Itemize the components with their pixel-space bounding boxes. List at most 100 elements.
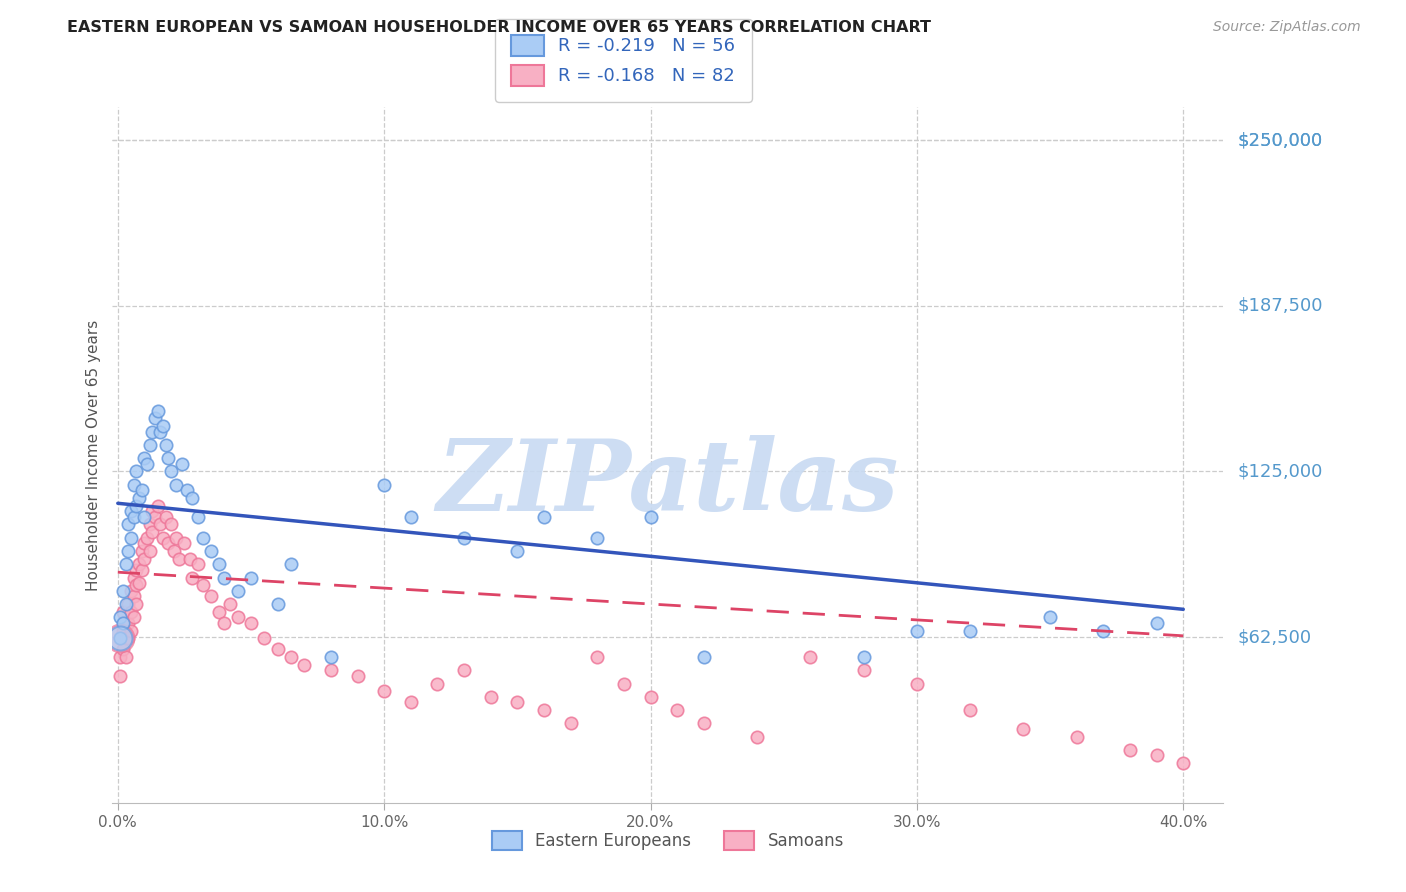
Point — [506, 695, 529, 709]
Text: $125,000: $125,000 — [1237, 462, 1323, 481]
Point — [112, 605, 135, 619]
Point — [959, 703, 981, 717]
Point — [214, 570, 236, 584]
Point — [122, 589, 145, 603]
Point — [149, 517, 172, 532]
Point — [157, 536, 180, 550]
Point — [110, 632, 132, 646]
Point — [533, 509, 555, 524]
Point — [181, 570, 204, 584]
Point — [112, 642, 135, 657]
Point — [479, 690, 502, 704]
Point — [187, 509, 209, 524]
Point — [128, 491, 150, 505]
Point — [165, 477, 187, 491]
Point — [125, 465, 148, 479]
Point — [399, 695, 422, 709]
Point — [110, 650, 132, 665]
Point — [117, 517, 139, 532]
Point — [120, 504, 142, 518]
Point — [226, 583, 249, 598]
Text: Source: ZipAtlas.com: Source: ZipAtlas.com — [1213, 20, 1361, 34]
Point — [136, 531, 159, 545]
Point — [139, 438, 162, 452]
Point — [120, 605, 142, 619]
Point — [110, 668, 132, 682]
Point — [131, 563, 153, 577]
Text: $250,000: $250,000 — [1237, 131, 1323, 149]
Point — [125, 597, 148, 611]
Point — [134, 552, 156, 566]
Point — [214, 615, 236, 630]
Point — [112, 624, 135, 638]
Point — [143, 411, 166, 425]
Point — [852, 650, 875, 665]
Y-axis label: Householder Income Over 65 years: Householder Income Over 65 years — [86, 319, 101, 591]
Point — [253, 632, 276, 646]
Point — [131, 483, 153, 497]
Point — [179, 552, 201, 566]
Point — [170, 457, 193, 471]
Point — [120, 583, 142, 598]
Point — [114, 558, 136, 572]
Point — [1119, 743, 1142, 757]
Point — [191, 531, 214, 545]
Point — [125, 499, 148, 513]
Point — [114, 632, 136, 646]
Point — [200, 544, 222, 558]
Point — [155, 438, 177, 452]
Point — [125, 563, 148, 577]
Point — [187, 558, 209, 572]
Point — [1092, 624, 1115, 638]
Point — [157, 451, 180, 466]
Point — [319, 650, 342, 665]
Text: $62,500: $62,500 — [1237, 628, 1312, 646]
Point — [373, 477, 395, 491]
Point — [114, 597, 136, 611]
Point — [117, 615, 139, 630]
Point — [181, 491, 204, 505]
Point — [799, 650, 821, 665]
Point — [640, 509, 662, 524]
Point — [266, 642, 288, 657]
Point — [134, 509, 156, 524]
Point — [141, 504, 163, 518]
Text: $187,500: $187,500 — [1237, 297, 1323, 315]
Point — [240, 615, 263, 630]
Point — [167, 552, 190, 566]
Point — [152, 419, 174, 434]
Point — [453, 531, 475, 545]
Point — [453, 663, 475, 677]
Point — [122, 477, 145, 491]
Point — [218, 597, 240, 611]
Point — [560, 716, 582, 731]
Point — [1146, 615, 1168, 630]
Point — [110, 632, 132, 646]
Point — [149, 425, 172, 439]
Point — [120, 531, 142, 545]
Point — [146, 499, 169, 513]
Point — [373, 684, 395, 698]
Point — [112, 615, 135, 630]
Point — [146, 403, 169, 417]
Point — [1066, 730, 1088, 744]
Point — [319, 663, 342, 677]
Point — [110, 632, 132, 646]
Point — [426, 676, 449, 690]
Point — [160, 465, 183, 479]
Point — [905, 676, 928, 690]
Point — [240, 570, 263, 584]
Point — [114, 615, 136, 630]
Point — [128, 575, 150, 590]
Point — [191, 578, 214, 592]
Point — [134, 536, 156, 550]
Point — [693, 650, 716, 665]
Point — [141, 525, 163, 540]
Point — [745, 730, 768, 744]
Point — [139, 544, 162, 558]
Point — [266, 597, 288, 611]
Point — [134, 451, 156, 466]
Point — [506, 544, 529, 558]
Point — [586, 531, 609, 545]
Point — [125, 578, 148, 592]
